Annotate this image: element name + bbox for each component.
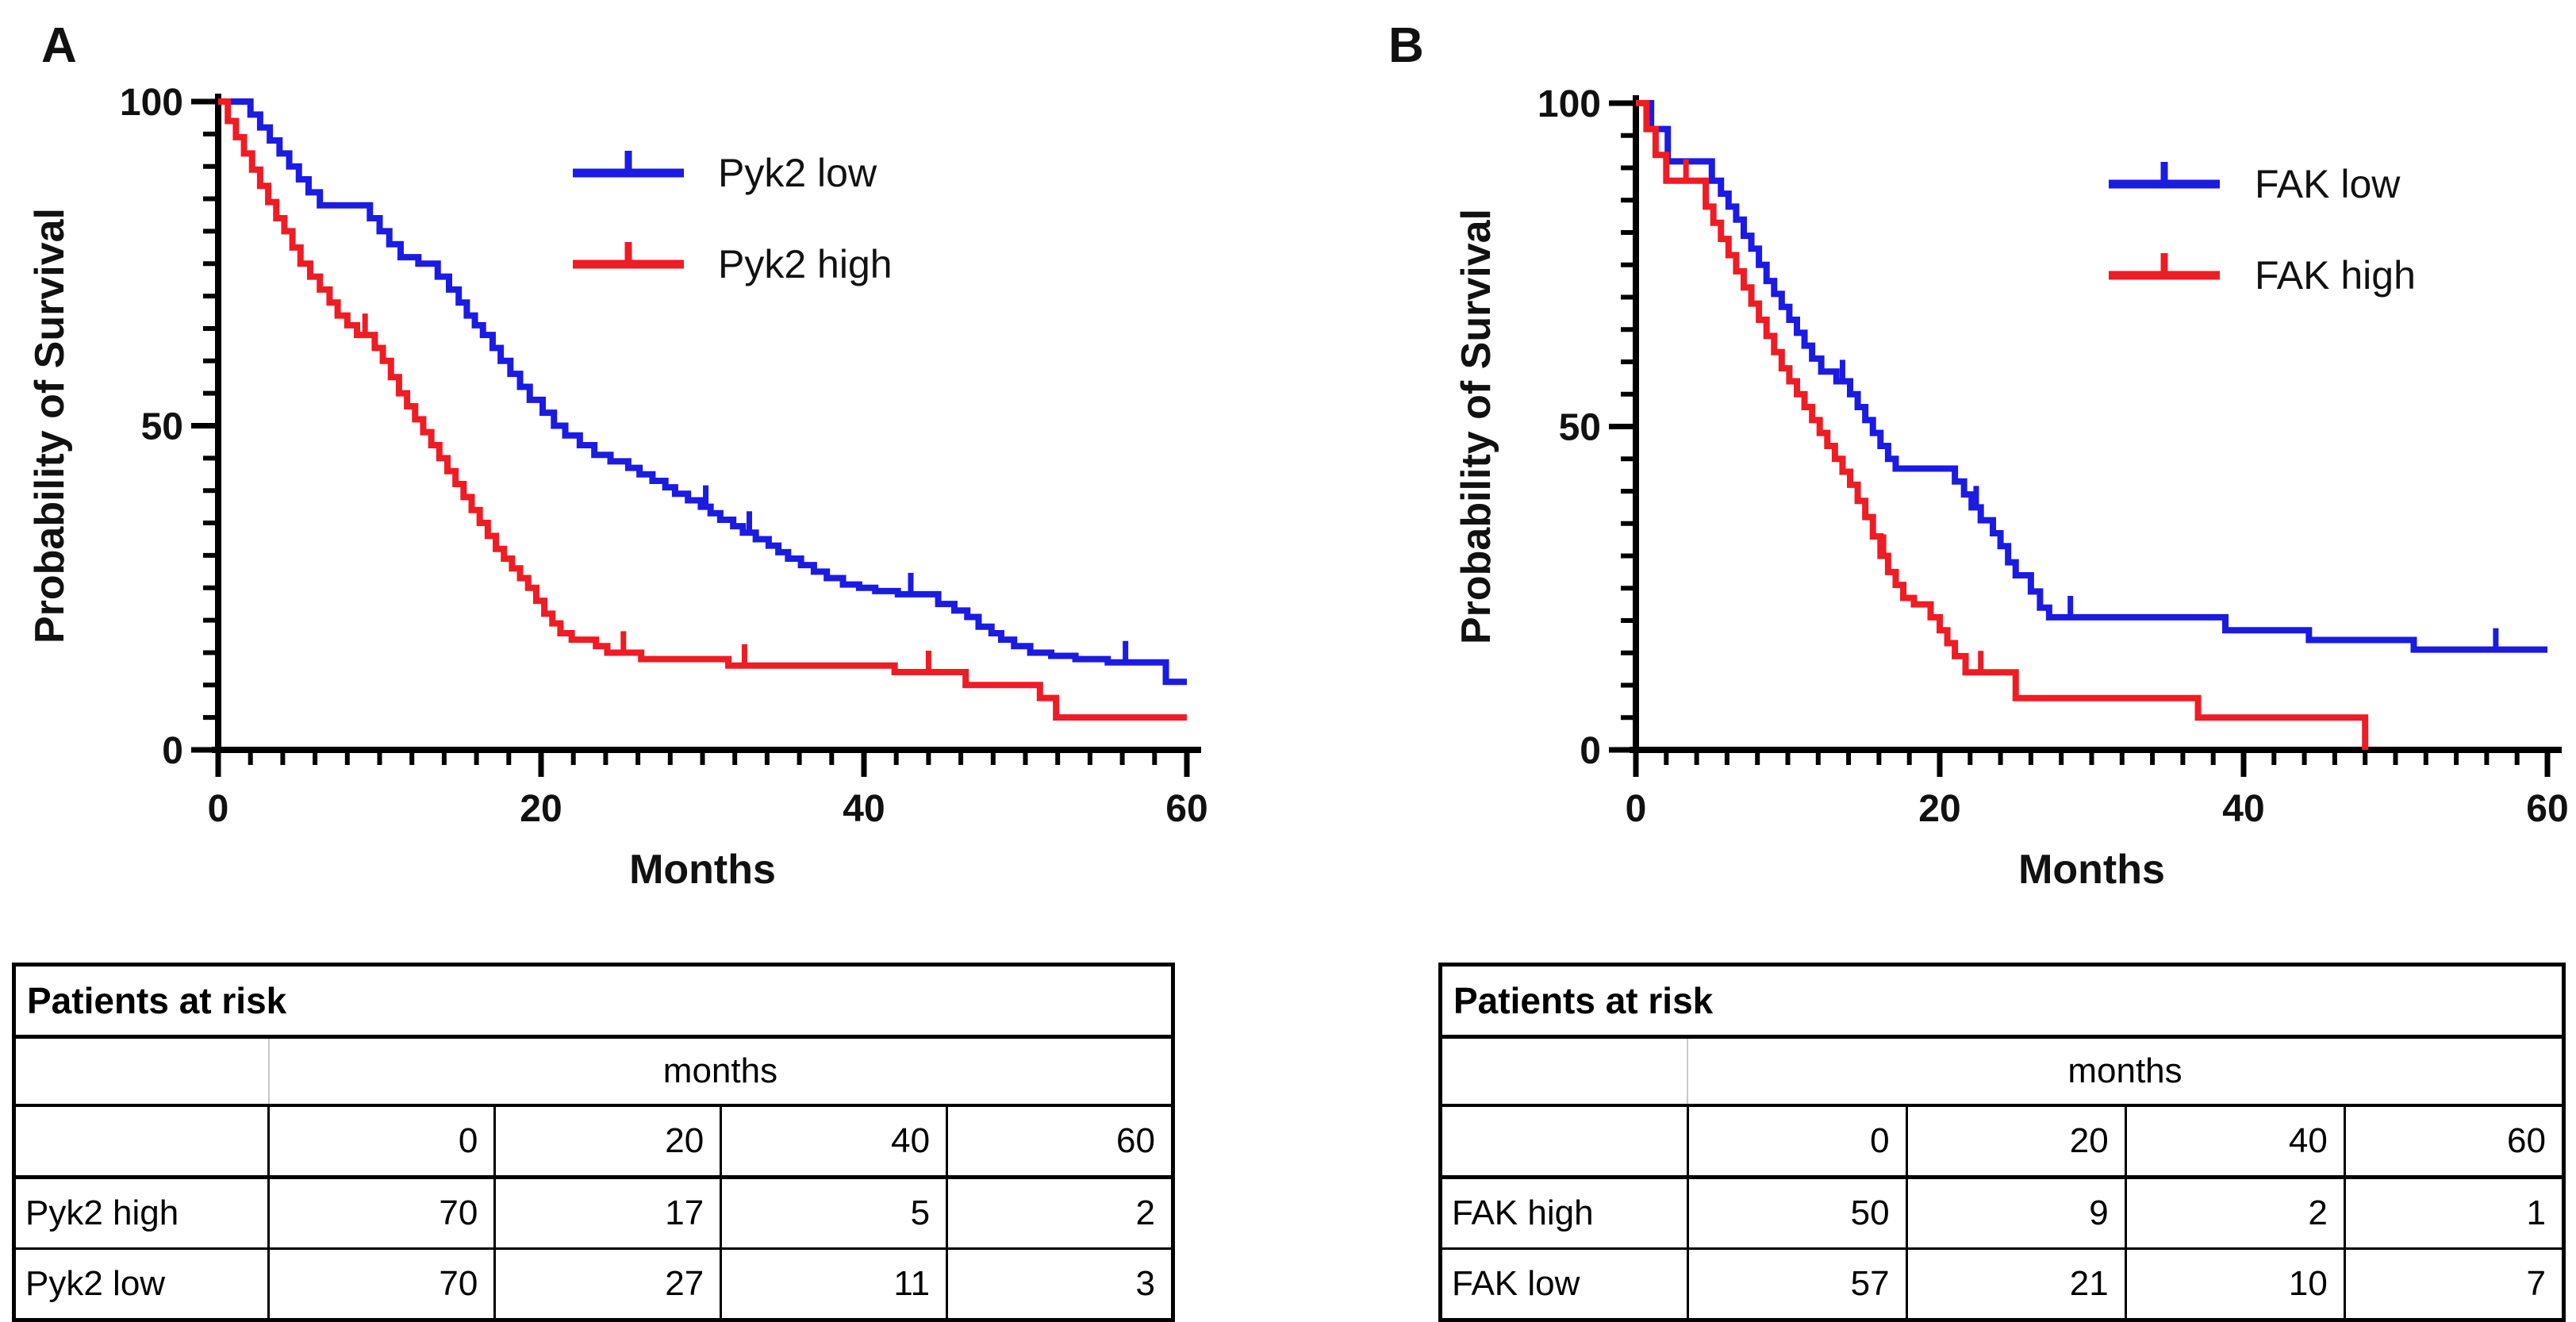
cell-value: 2 [2124,1177,2345,1250]
km-curve-fak-low [1636,100,2547,653]
cell-value: 5 [720,1177,947,1250]
row-label: FAK low [1452,1264,1580,1303]
x-axis-title: Months [2018,847,2165,893]
survival-panel-b: B 0 20 40 60 Months 0 50 100 Probability of Survi… [1388,18,2569,893]
censor-ticks-pyk2-low [703,485,1129,661]
cell-value: 7 [2343,1248,2564,1320]
table-row: Pyk2 high 70 17 5 2 [13,1177,1173,1250]
table-row: FAK low 57 21 10 7 [1441,1248,2564,1320]
table-title: Patients at risk [13,964,1173,1039]
cell-value: 27 [493,1248,721,1320]
table-row: Patients at risk [13,964,1173,1039]
y-axis-title: Probability of Survival [1453,209,1499,644]
table-row: 0 20 40 60 [1440,1105,2564,1179]
y-tick-label: 100 [120,82,183,124]
months-group-header: months [1687,1036,2564,1107]
empty-cell [1440,1036,1689,1107]
y-tick-label: 50 [141,406,183,448]
legend-item-pyk2-high: Pyk2 high [573,242,893,286]
row-label: Pyk2 high [13,1177,269,1250]
x-tick-label: 40 [843,788,885,830]
panel-letter: B [1388,18,1424,73]
col-header: 0 [267,1105,495,1179]
km-curve-pyk2-low [218,98,1187,686]
x-tick-label: 60 [2526,788,2568,830]
cell-value: 70 [267,1248,495,1320]
panel-letter: A [41,18,77,73]
y-tick-label: 0 [162,730,183,772]
cell-value: 17 [493,1177,721,1250]
y-tick-label: 50 [1559,407,1601,449]
y-tick-label: 100 [1538,83,1601,125]
legend-label: FAK low [2255,162,2401,206]
cell-value: 50 [1686,1177,1907,1250]
table-row: Patients at risk [1440,964,2564,1039]
row-label: Pyk2 low [25,1264,166,1303]
col-header: 60 [2343,1105,2564,1179]
censor-ticks-fak-high [1683,159,1984,671]
km-curve-fak-high [1636,100,2369,750]
col-header: 40 [720,1105,947,1179]
cell-value: 3 [946,1248,1173,1320]
survival-charts-svg: A 0 20 40 60 Months 0 50 100 Probability of Survi… [27,18,2569,893]
table-row: Pyk2 low 70 27 11 3 [14,1248,1173,1320]
empty-cell [1440,1105,1688,1179]
x-tick-label: 0 [1626,788,1647,830]
cell-value: 1 [2343,1177,2564,1250]
table-row: FAK high 50 9 2 1 [1440,1177,2564,1250]
table-title: Patients at risk [1440,964,2564,1039]
km-curve-pyk2-high [218,98,1187,721]
table-row: months [13,1036,1173,1107]
x-tick-label: 40 [2222,788,2264,830]
col-header: 40 [2124,1105,2345,1179]
legend-item-fak-low: FAK low [2109,162,2401,206]
x-tick-label: 0 [208,788,229,830]
cell-value: 21 [1905,1248,2126,1320]
col-header: 60 [946,1105,1173,1179]
legend-item-fak-high: FAK high [2109,253,2416,298]
table-row: months [1440,1036,2564,1107]
legend-item-pyk2-low: Pyk2 low [573,151,877,195]
empty-cell [13,1036,270,1107]
col-header: 20 [1905,1105,2126,1179]
cell-value: 11 [720,1248,947,1320]
y-ticks [1609,100,1636,753]
col-header: 0 [1686,1105,1907,1179]
cell-value: 2 [946,1177,1173,1250]
y-ticks [191,98,218,753]
legend-label: Pyk2 low [718,151,877,195]
row-label: FAK high [1440,1177,1688,1250]
x-tick-label: 60 [1165,788,1207,830]
y-axis-title: Probability of Survival [27,208,73,644]
months-group-header: months [268,1036,1173,1107]
x-tick-label: 20 [520,788,562,830]
x-axis-title: Months [629,847,776,893]
patients-at-risk-table-b: Patients at risk months 0 20 40 60 FAK h… [1438,963,2566,1322]
legend-label: Pyk2 high [718,242,893,286]
censor-ticks-fak-low [1839,359,2499,648]
table-row: 0 20 40 60 [13,1105,1173,1179]
censor-ticks-pyk2-high [362,313,931,671]
cell-value: 10 [2124,1248,2345,1320]
empty-cell [13,1105,269,1179]
cell-value: 9 [1905,1177,2126,1250]
survival-panel-a: A 0 20 40 60 Months 0 50 100 Probability of Survi… [27,18,1208,893]
legend-label: FAK high [2255,253,2416,298]
cell-value: 70 [267,1177,495,1250]
patients-at-risk-table-a: Patients at risk months 0 20 40 60 Pyk2 … [12,963,1175,1322]
col-header: 20 [493,1105,721,1179]
y-tick-label: 0 [1580,730,1601,772]
x-ticks [215,750,1190,777]
x-ticks [1633,750,2551,777]
x-tick-label: 20 [1918,788,1960,830]
cell-value: 57 [1686,1248,1907,1320]
